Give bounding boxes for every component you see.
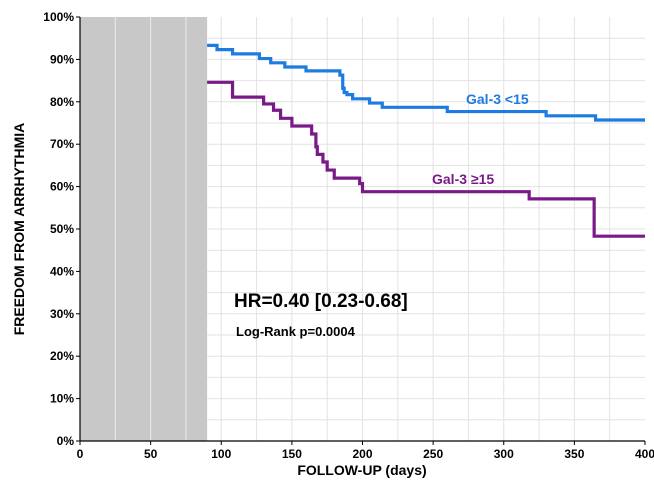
x-tick-label: 300 — [494, 447, 514, 461]
legend-label-gal3-high: Gal-3 ≥15 — [432, 171, 494, 187]
y-tick-label: 0% — [57, 434, 75, 448]
x-tick-label: 250 — [423, 447, 443, 461]
y-tick-label: 50% — [50, 222, 74, 236]
log-rank-annotation: Log-Rank p=0.0004 — [236, 324, 356, 339]
y-tick-label: 70% — [50, 137, 74, 151]
series-line-gal3-low — [207, 43, 645, 122]
x-tick-label: 350 — [564, 447, 584, 461]
x-tick-label: 150 — [282, 447, 302, 461]
x-axis-title: FOLLOW-UP (days) — [297, 462, 426, 478]
x-tick-label: 400 — [635, 447, 654, 461]
y-tick-label: 90% — [50, 52, 74, 66]
shaded-blanking-period — [80, 17, 208, 441]
legend-label-gal3-low: Gal-3 <15 — [466, 91, 529, 107]
y-tick-label: 10% — [50, 392, 74, 406]
x-tick-label: 100 — [211, 447, 231, 461]
y-axis-title: FREEDOM FROM ARRHYTHMIA — [11, 123, 27, 336]
series-line-gal3-high — [207, 80, 645, 238]
hazard-ratio-annotation: HR=0.40 [0.23-0.68] — [234, 291, 408, 312]
y-tick-label: 80% — [50, 95, 74, 109]
y-tick-label: 60% — [50, 180, 74, 194]
y-tick-label: 40% — [50, 264, 74, 278]
y-tick-label: 20% — [50, 349, 74, 363]
y-tick-label: 100% — [43, 10, 74, 24]
y-tick-label: 30% — [50, 307, 74, 321]
x-tick-label: 0 — [77, 447, 84, 461]
x-tick-label: 50 — [144, 447, 158, 461]
x-tick-label: 200 — [352, 447, 372, 461]
